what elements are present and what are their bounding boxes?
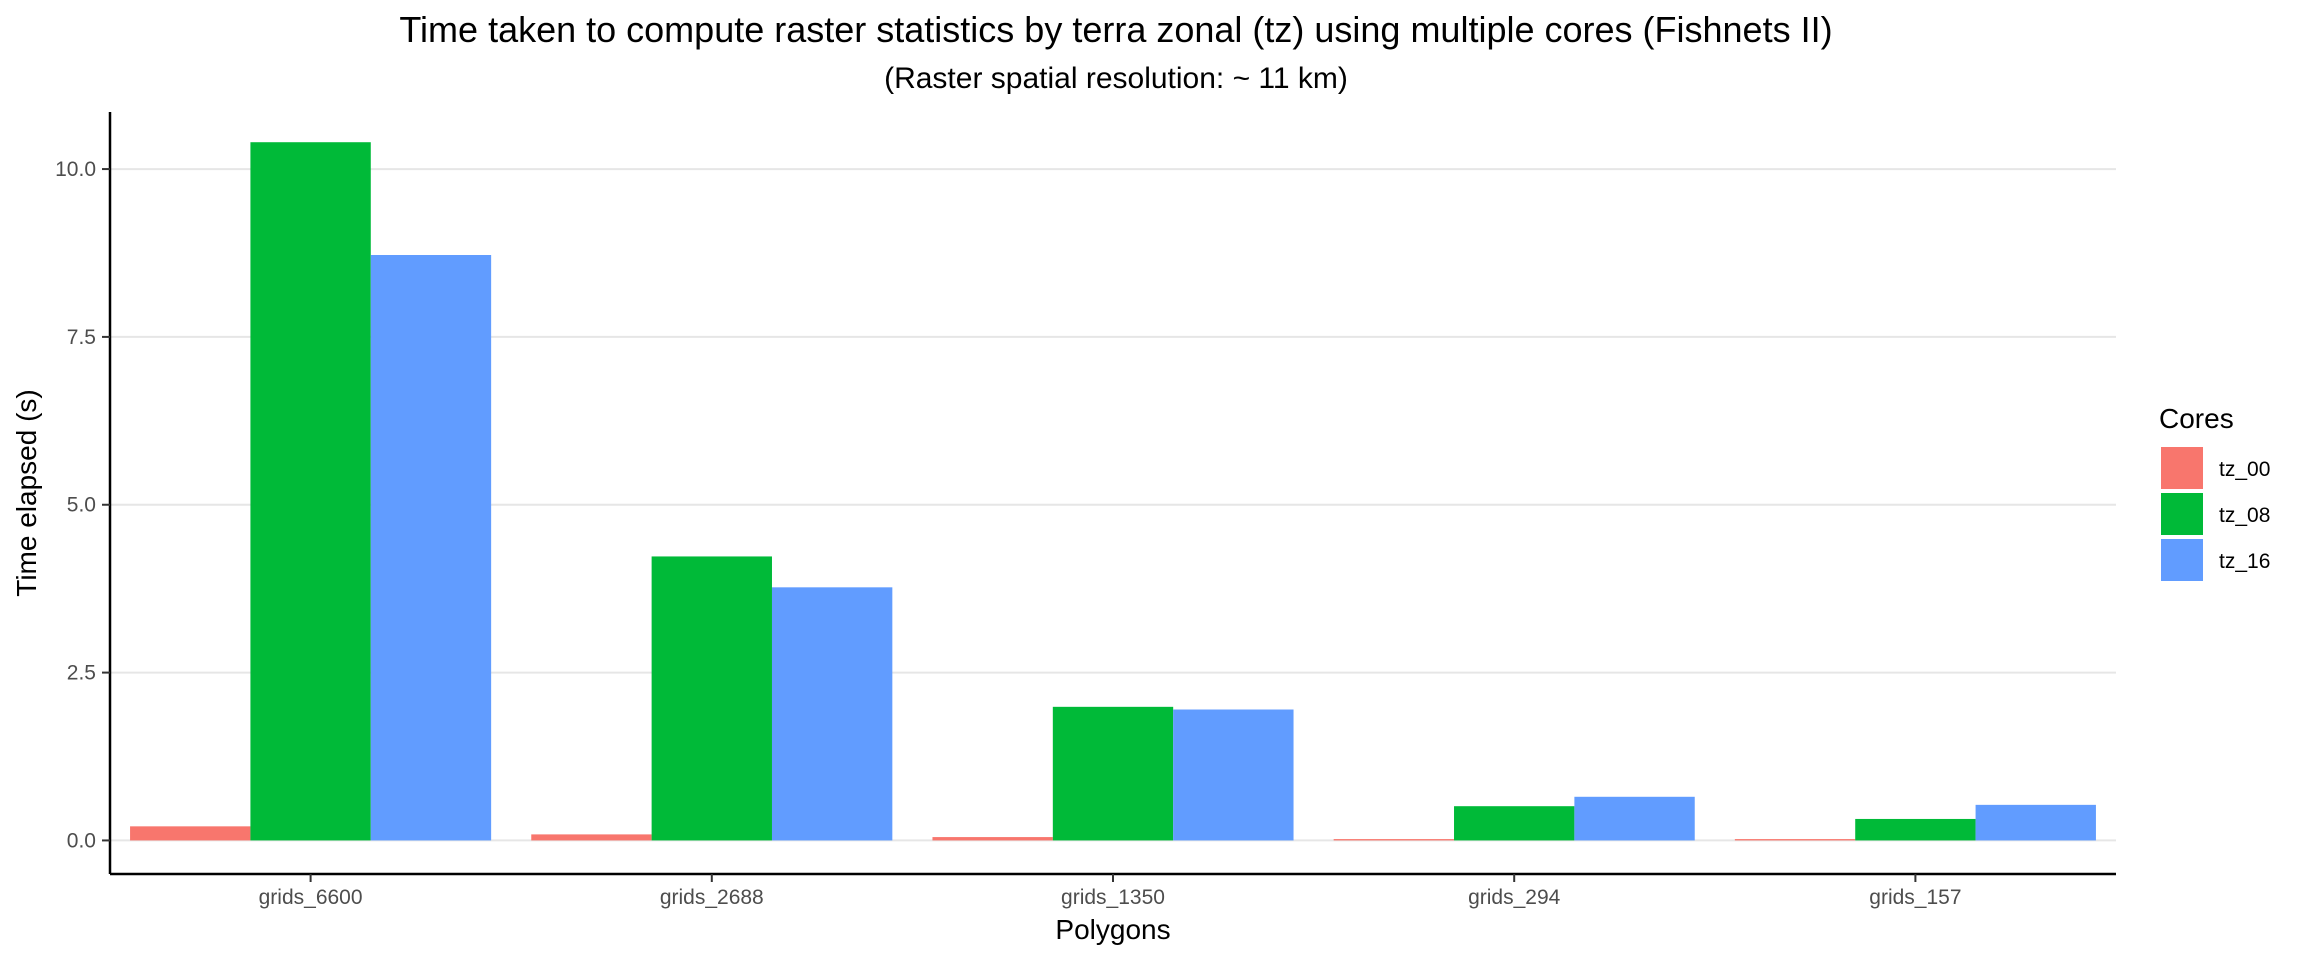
legend-label-tz_16: tz_16	[2219, 550, 2270, 573]
legend: Cores tz_00 tz_08 tz_16	[2159, 403, 2270, 581]
x-tick-label-grids_6600: grids_6600	[259, 886, 363, 909]
y-tick-label: 0.0	[67, 829, 96, 852]
y-tick-label: 10.0	[55, 158, 96, 181]
bar-tz_00-grids_157	[1734, 839, 1856, 841]
x-tick-label-grids_157: grids_157	[1869, 886, 1961, 909]
bar-tz_08-grids_294	[1454, 806, 1575, 841]
y-tick-label: 2.5	[67, 662, 96, 685]
legend-swatch-tz_16	[2161, 539, 2203, 581]
x-tick-label-grids_2688: grids_2688	[660, 886, 764, 909]
bar-tz_16-grids_294	[1574, 796, 1695, 841]
x-axis-ticks: grids_6600 grids_2688 grids_1350 grids_294 g…	[259, 874, 1962, 909]
bar-tz_08-grids_6600	[250, 142, 371, 841]
bar-tz_00-grids_1350	[932, 837, 1053, 841]
bars	[130, 142, 2096, 841]
y-axis-title: Time elapsed (s)	[11, 389, 42, 596]
chart-title: Time taken to compute raster statistics …	[399, 9, 1832, 50]
bar-tz_16-grids_2688	[771, 587, 893, 841]
bar-tz_16-grids_6600	[370, 255, 492, 841]
legend-swatch-tz_00	[2161, 447, 2203, 489]
bar-tz_16-grids_157	[1975, 804, 2096, 841]
bar-tz_00-grids_2688	[531, 834, 652, 841]
legend-label-tz_00: tz_00	[2219, 458, 2270, 481]
y-axis-ticks: 0.0 2.5 5.0 7.5 10.0	[55, 158, 110, 852]
bar-tz_16-grids_1350	[1173, 709, 1294, 841]
bar-tz_08-grids_2688	[651, 556, 772, 841]
y-tick-label: 5.0	[67, 494, 96, 517]
legend-title: Cores	[2159, 403, 2234, 434]
legend-label-tz_08: tz_08	[2219, 504, 2270, 527]
chart-subtitle: (Raster spatial resolution: ~ 11 km)	[884, 62, 1348, 95]
bar-tz_00-grids_294	[1333, 839, 1455, 841]
bar-tz_00-grids_6600	[130, 826, 251, 841]
bar-tz_08-grids_1350	[1052, 706, 1174, 841]
x-tick-label-grids_1350: grids_1350	[1061, 886, 1165, 909]
y-tick-label: 7.5	[67, 326, 96, 349]
x-tick-label-grids_294: grids_294	[1468, 886, 1561, 909]
bar-tz_08-grids_157	[1855, 818, 1976, 841]
x-axis-title: Polygons	[1055, 914, 1170, 945]
legend-swatch-tz_08	[2161, 493, 2203, 535]
